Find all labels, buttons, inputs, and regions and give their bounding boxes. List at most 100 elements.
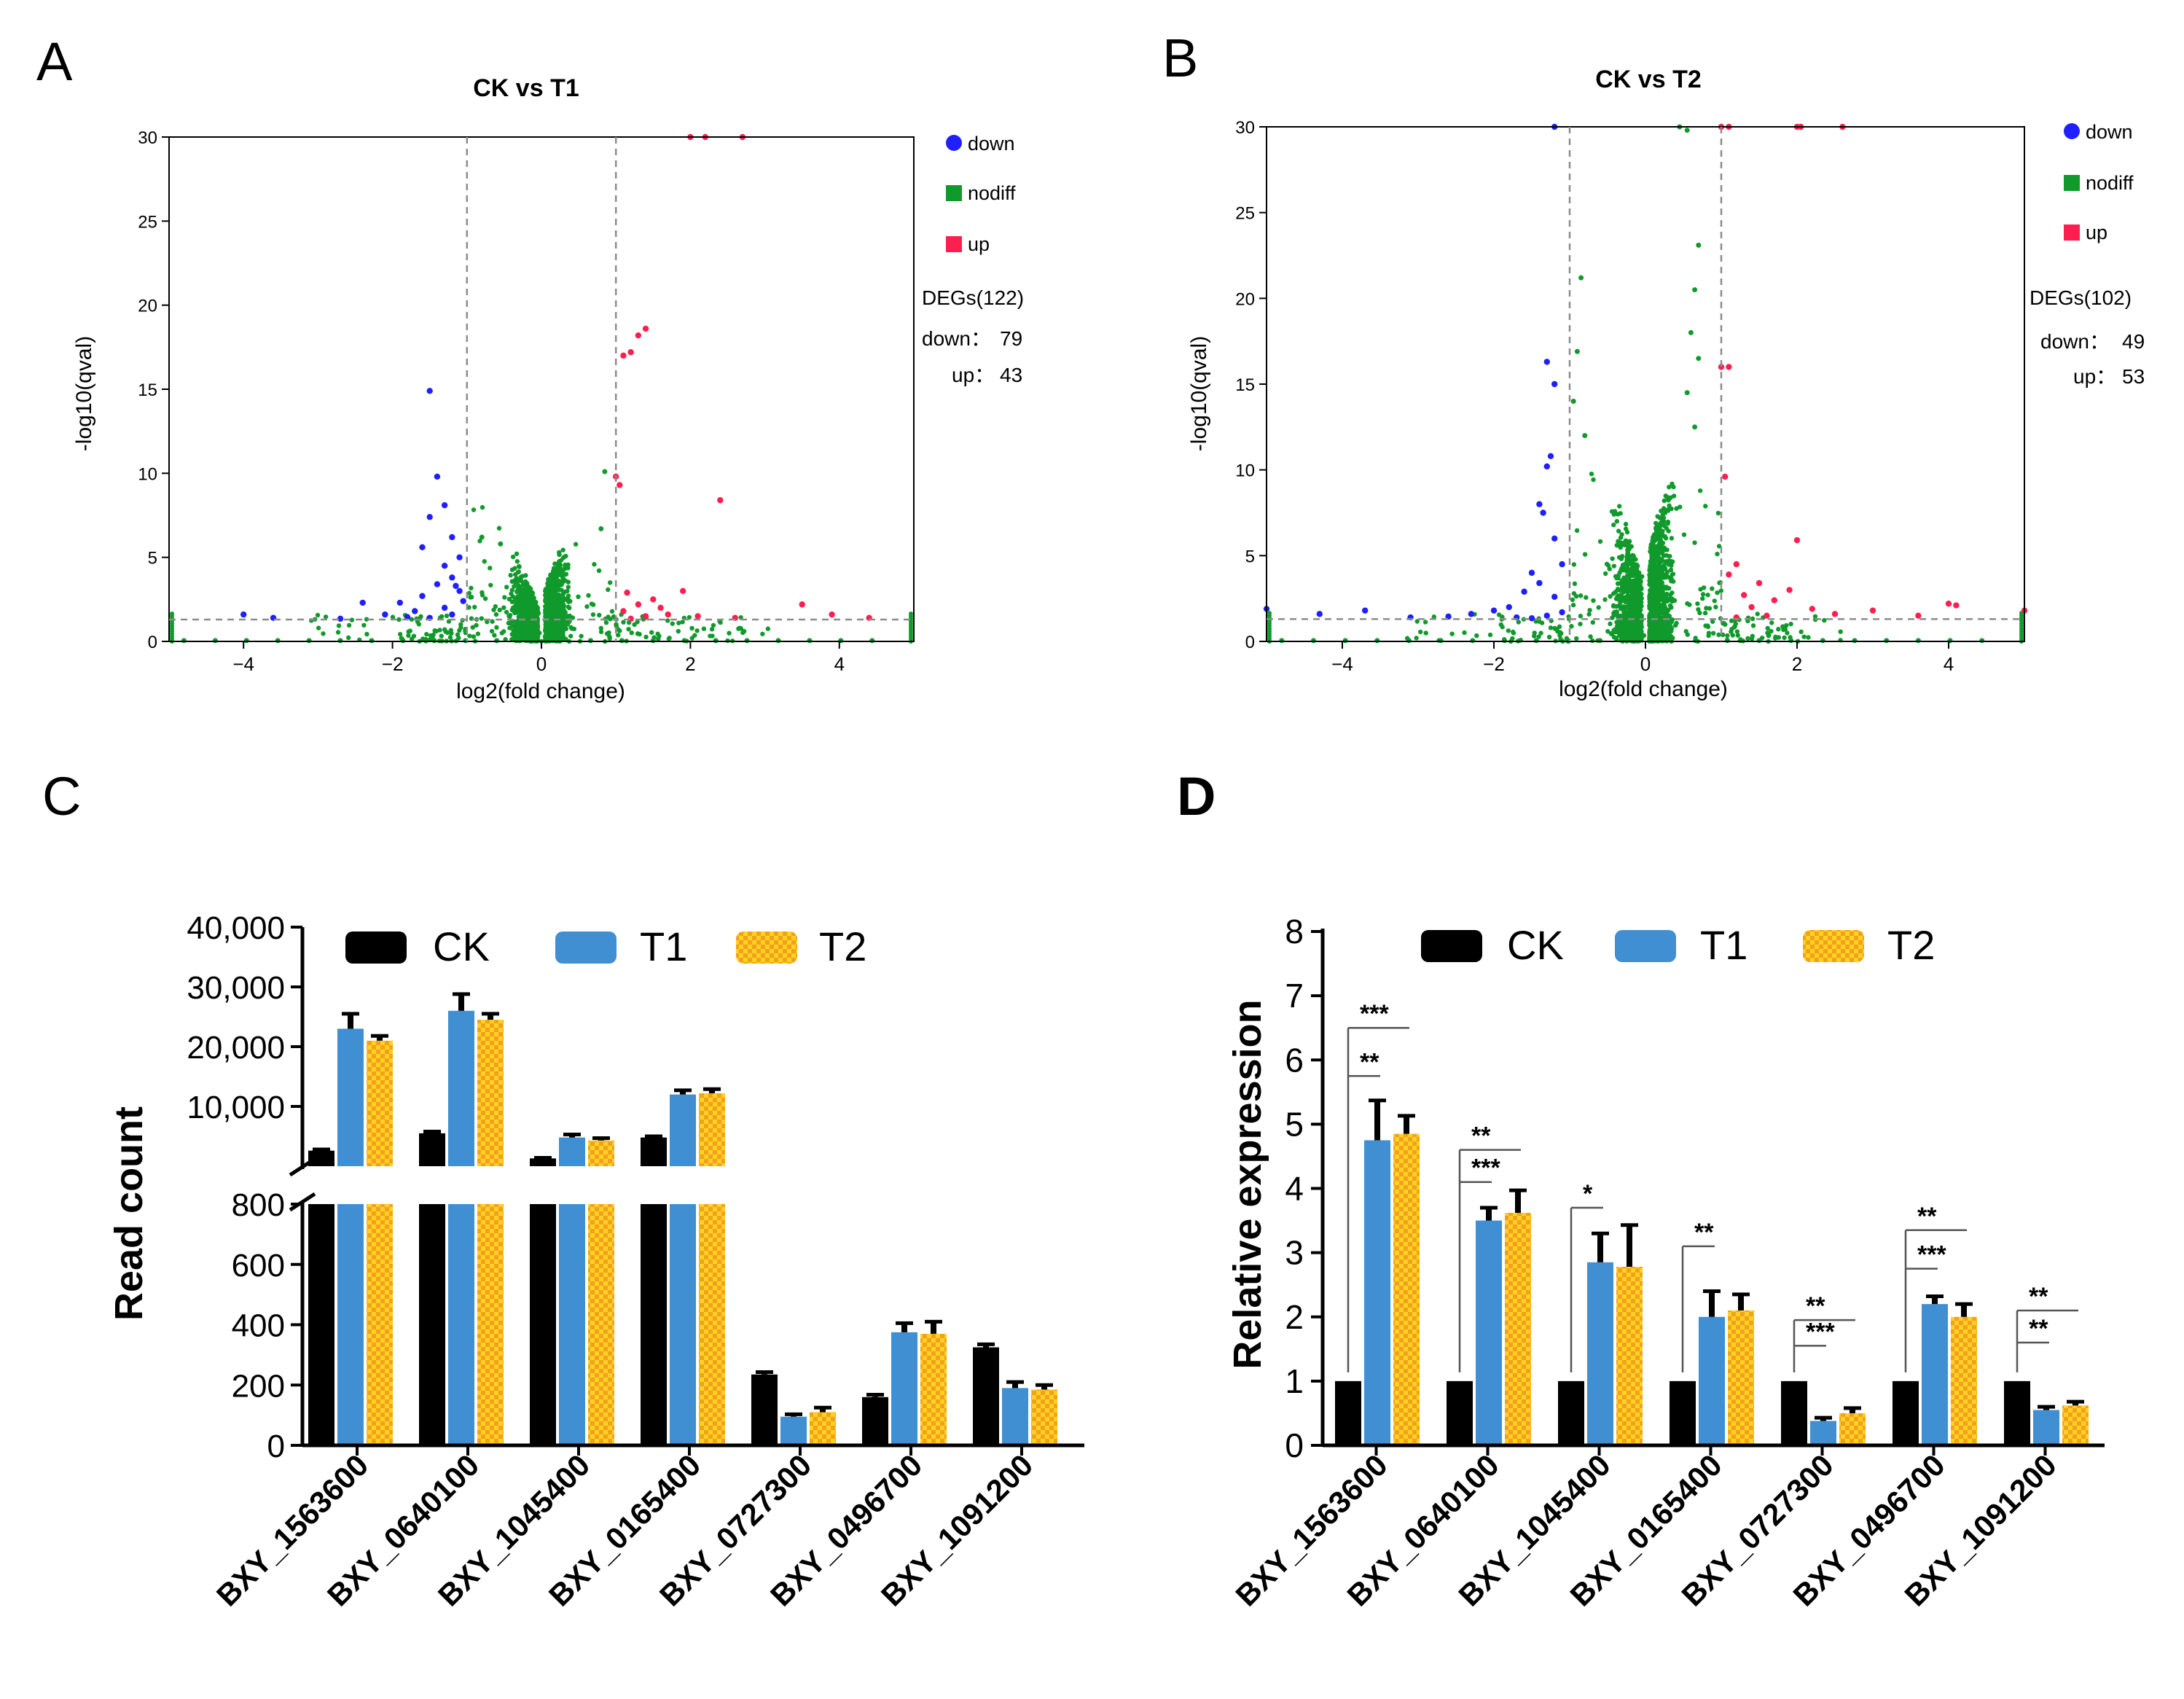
legend-nodiff-marker	[2064, 175, 2080, 191]
y-tick-label: 5	[148, 549, 157, 569]
nodiff-point	[1611, 634, 1617, 640]
legend-t1-label: T1	[1700, 922, 1747, 968]
nodiff-point	[1462, 630, 1467, 636]
nodiff-point	[621, 620, 626, 625]
up-point	[694, 613, 701, 620]
nodiff-point	[558, 633, 563, 638]
up-point	[829, 611, 835, 618]
nodiff-point	[1674, 506, 1679, 511]
nodiff-point	[1571, 562, 1577, 567]
nodiff-point	[466, 590, 472, 595]
nodiff-point	[1574, 636, 1579, 641]
nodiff-point	[1538, 630, 1543, 636]
significance-label: *	[1583, 1180, 1593, 1208]
nodiff-point	[518, 577, 523, 582]
nodiff-point	[709, 627, 715, 632]
nodiff-point	[470, 625, 475, 630]
nodiff-point	[1772, 636, 1778, 641]
nodiff-point	[1619, 580, 1624, 585]
nodiff-point	[1574, 348, 1580, 354]
nodiff-point	[543, 607, 548, 613]
bar-t1	[1587, 1262, 1613, 1445]
up-point	[1733, 561, 1739, 568]
nodiff-point	[604, 631, 610, 636]
nodiff-point	[665, 618, 670, 623]
nodiff-point	[1625, 595, 1630, 601]
nodiff-point	[447, 635, 453, 640]
error-bar	[709, 1089, 715, 1093]
bar-ck	[751, 1374, 778, 1445]
y-tick-label: 20	[1235, 289, 1255, 309]
nodiff-point	[553, 608, 558, 613]
nodiff-point	[444, 613, 450, 619]
nodiff-point	[1624, 558, 1629, 563]
nodiff-point	[560, 547, 565, 552]
legend-up-marker	[946, 236, 962, 252]
deg-up-label: up：	[952, 364, 995, 386]
up-point	[1809, 606, 1815, 612]
nodiff-point	[637, 631, 642, 637]
nodiff-point	[869, 638, 875, 644]
nodiff-point	[406, 633, 411, 638]
nodiff-point	[603, 620, 609, 625]
nodiff-point	[1438, 638, 1444, 644]
y-tick-label: 30	[1235, 118, 1255, 138]
nodiff-point	[531, 601, 536, 606]
y-tick-label: 8	[1285, 913, 1304, 950]
nodiff-point	[565, 585, 571, 590]
y-tick-label: 15	[1235, 375, 1255, 395]
nodiff-point	[477, 539, 482, 544]
nodiff-point	[1678, 504, 1683, 509]
up-point	[1756, 579, 1763, 587]
nodiff-point	[514, 559, 520, 564]
y-tick-label: 600	[232, 1248, 285, 1284]
nodiff-point	[1619, 622, 1624, 628]
down-point	[404, 614, 411, 620]
nodiff-point	[479, 616, 484, 621]
nodiff-point	[488, 566, 493, 571]
nodiff-point	[1605, 629, 1610, 634]
nodiff-point	[1710, 586, 1715, 591]
x-tick-label: −4	[232, 653, 254, 675]
nodiff-point	[1605, 563, 1611, 568]
nodiff-point	[1692, 424, 1698, 430]
nodiff-point	[1616, 573, 1621, 578]
up-point	[1945, 601, 1952, 607]
nodiff-point	[689, 636, 694, 641]
y-tick-label: 2	[1285, 1298, 1304, 1336]
up-point	[1793, 536, 1801, 544]
legend-down-label: down	[2086, 121, 2133, 143]
up-point	[1831, 611, 1839, 617]
nodiff-point	[1578, 614, 1584, 619]
nodiff-point	[494, 625, 499, 630]
nodiff-point	[472, 604, 477, 610]
nodiff-point	[740, 630, 745, 636]
nodiff-point	[1578, 593, 1584, 598]
nodiff-point	[1611, 611, 1616, 616]
nodiff-point	[597, 612, 602, 618]
nodiff-point	[316, 625, 321, 630]
nodiff-point	[1632, 609, 1637, 614]
bar-ck	[419, 1133, 445, 1166]
nodiff-point	[1615, 512, 1621, 517]
down-point	[1528, 615, 1535, 622]
nodiff-point	[1607, 566, 1612, 571]
bar-t1	[1002, 1388, 1028, 1445]
nodiff-point	[508, 573, 513, 578]
nodiff-point	[526, 592, 531, 597]
nodiff-point	[1582, 552, 1588, 557]
nodiff-point	[554, 628, 560, 633]
nodiff-point	[607, 580, 613, 585]
nodiff-point	[1406, 638, 1412, 644]
nodiff-point	[555, 596, 560, 602]
nodiff-point	[480, 593, 485, 598]
up-point	[627, 349, 634, 356]
y-tick-label: 0	[148, 633, 157, 652]
up-point	[642, 325, 649, 332]
bar-ck	[1558, 1380, 1584, 1445]
nodiff-point	[1750, 623, 1756, 628]
nodiff-point	[1627, 625, 1632, 631]
error-bar	[1597, 1233, 1603, 1262]
nodiff-point	[590, 612, 596, 617]
significance-label: ***	[1917, 1241, 1946, 1269]
